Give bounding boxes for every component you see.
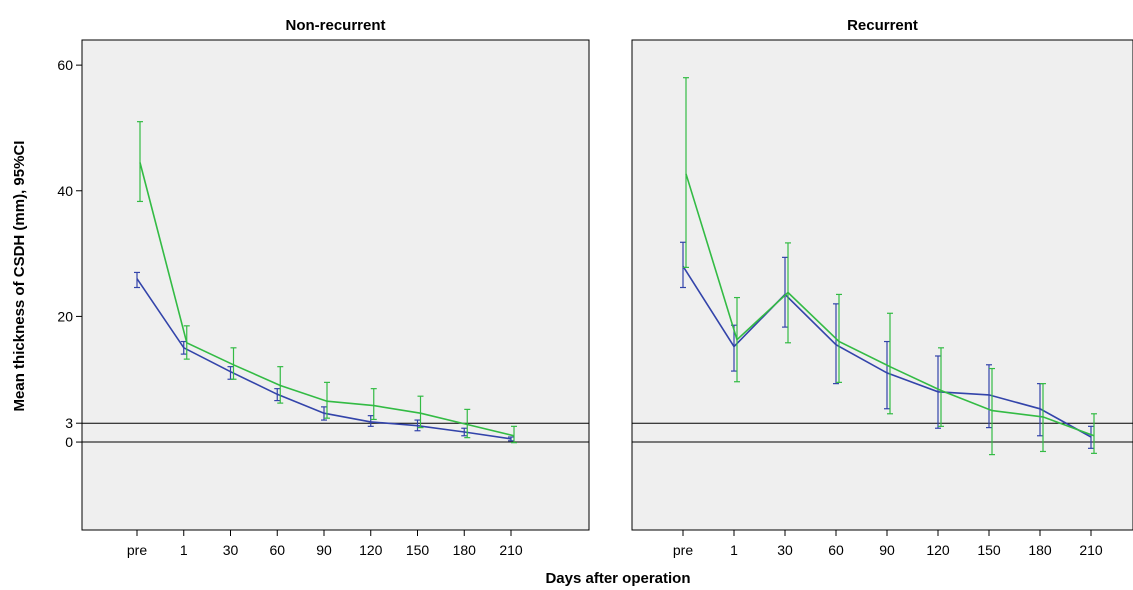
panel-2: Recurrent pre 1 30 60 90 120 150 180 210 xyxy=(631,17,1133,558)
chart-panels: Non-recurrent 0 3 20 40 60 pre 1 30 60 90 120 150 180… xyxy=(57,17,1133,558)
y-tick-label: 60 xyxy=(57,57,73,73)
x-tick-label: 150 xyxy=(977,542,1001,558)
x-tick-label: 90 xyxy=(879,542,895,558)
y-tick-label: 3 xyxy=(65,415,73,431)
x-tick-label: 210 xyxy=(499,542,523,558)
x-tick-label: 210 xyxy=(1079,542,1103,558)
x-tick-label: 120 xyxy=(359,542,383,558)
x-tick-label: 30 xyxy=(223,542,239,558)
y-tick-label: 20 xyxy=(57,308,73,324)
x-tick-label: 90 xyxy=(316,542,332,558)
x-tick-label: 180 xyxy=(1028,542,1052,558)
x-tick-label: 120 xyxy=(926,542,950,558)
x-tick-label: 60 xyxy=(269,542,285,558)
panel-title: Recurrent xyxy=(847,17,918,34)
x-tick-label: 150 xyxy=(406,542,430,558)
x-tick-label: 60 xyxy=(828,542,844,558)
y-tick-label: 40 xyxy=(57,183,73,199)
plot-area xyxy=(631,39,1133,531)
x-tick-label: 30 xyxy=(777,542,793,558)
panel-1: Non-recurrent 0 3 20 40 60 pre 1 30 60 90 120 150 180… xyxy=(57,17,590,558)
x-tick-label: 180 xyxy=(453,542,477,558)
x-tick-label: 1 xyxy=(180,542,188,558)
x-tick-label: pre xyxy=(127,542,147,558)
plot-area xyxy=(81,39,590,531)
x-tick-label: 1 xyxy=(730,542,738,558)
y-tick-label: 0 xyxy=(65,434,73,450)
y-axis-label: Mean thickness of CSDH (mm), 95%CI xyxy=(11,141,28,412)
x-axis-label: Days after operation xyxy=(545,570,690,587)
panel-title: Non-recurrent xyxy=(285,17,385,34)
x-tick-label: pre xyxy=(673,542,693,558)
